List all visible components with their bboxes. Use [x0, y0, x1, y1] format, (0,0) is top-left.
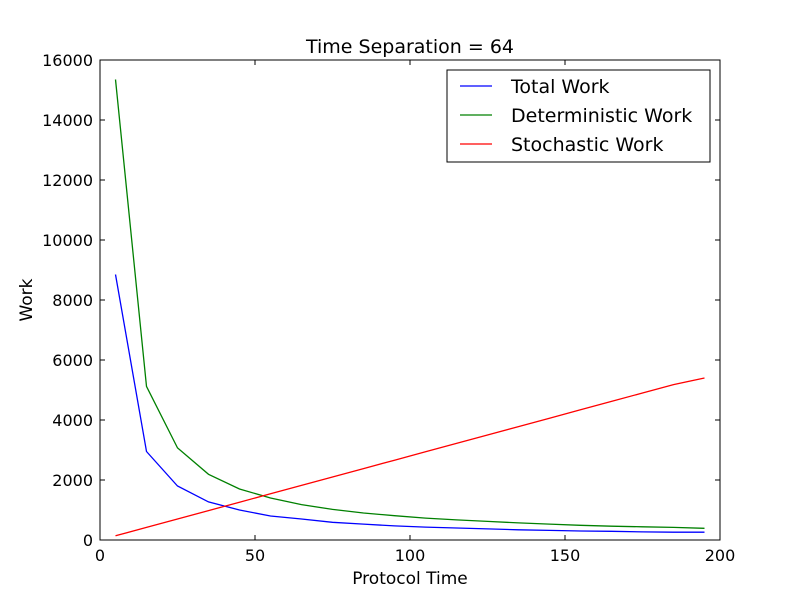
- y-tick-label: 16000: [42, 51, 93, 70]
- legend: Total Work Deterministic Work Stochastic W…: [446, 69, 711, 163]
- x-tick-label: 100: [395, 546, 426, 565]
- y-tick-label: 10000: [42, 231, 93, 250]
- chart-title: Time Separation = 64: [305, 36, 514, 58]
- legend-label-1: Total Work: [510, 76, 610, 98]
- x-axis-label: Protocol Time: [352, 569, 468, 589]
- series-line-3: [115, 377, 705, 537]
- legend-box: [446, 69, 711, 163]
- y-tick-label: 14000: [42, 111, 93, 130]
- y-tick-label: 0: [83, 531, 93, 550]
- x-tick-label: 150: [550, 546, 581, 565]
- y-tick-label: 2000: [52, 471, 93, 490]
- y-tick-label: 6000: [52, 351, 93, 370]
- y-axis-label: Work: [17, 278, 37, 321]
- series-line-1: [114, 274, 705, 533]
- x-tick-label: 200: [705, 546, 736, 565]
- y-tick-label: 4000: [52, 411, 93, 430]
- x-tick-label: 50: [245, 546, 265, 565]
- legend-label-3: Stochastic Work: [511, 134, 664, 156]
- y-tick-label: 12000: [42, 171, 93, 190]
- x-tick-label: 0: [95, 546, 105, 565]
- legend-label-2: Deterministic Work: [511, 105, 692, 127]
- series-line-2: [114, 79, 705, 529]
- plot-area: 0 50 100 150 2000200040006000800010000120001…: [42, 51, 735, 565]
- y-tick-label: 8000: [52, 291, 93, 310]
